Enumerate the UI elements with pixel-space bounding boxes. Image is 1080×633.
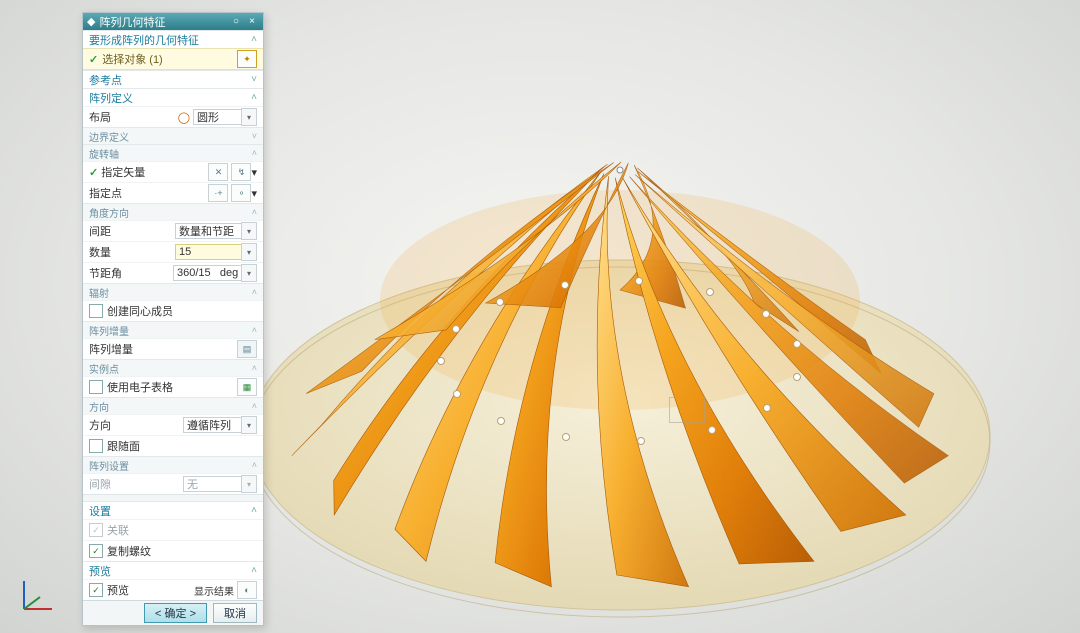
spacing-select[interactable]: 数量和节距 xyxy=(175,223,241,239)
section-definition[interactable]: 阵列定义 ˄ xyxy=(83,88,263,106)
spacing-row: 间距 数量和节距 ▾ xyxy=(83,220,263,241)
section-reference[interactable]: 参考点 ˅ xyxy=(83,70,263,88)
section-settings[interactable]: 设置 ˄ xyxy=(83,501,263,519)
chevron-up-icon: ˄ xyxy=(251,34,257,45)
panel-title: 阵列几何特征 xyxy=(99,14,227,30)
increment-row: 阵列增量 ▤ xyxy=(83,338,263,359)
pattern-feature-panel: ◆ 阵列几何特征 ○ × 要形成阵列的几何特征 ˄ ✓ 选择对象 (1) ✦ 参… xyxy=(82,12,264,626)
dropdown-arrow-icon[interactable]: ▾ xyxy=(241,222,257,240)
sub-pattern-settings[interactable]: 阵列设置˄ xyxy=(83,456,263,473)
count-row: 数量 ▾ xyxy=(83,241,263,262)
increment-list-icon[interactable]: ▤ xyxy=(237,340,257,358)
dropdown-arrow-icon[interactable]: ▾ xyxy=(241,416,257,434)
view-triad[interactable] xyxy=(14,575,58,619)
show-result-icon[interactable]: ◐ xyxy=(237,581,257,599)
vector-row: ✓ 指定矢量 ✕ ↯ ▾ xyxy=(83,161,263,182)
panel-titlebar[interactable]: ◆ 阵列几何特征 ○ × xyxy=(83,13,263,30)
concentric-checkbox[interactable] xyxy=(89,304,103,318)
vector-axis-icon[interactable]: ↯ xyxy=(231,163,251,181)
assoc-checkbox: ✓ xyxy=(89,523,103,537)
pitch-input[interactable] xyxy=(173,265,217,281)
pattern-instance-handle[interactable] xyxy=(453,390,461,398)
follow-row[interactable]: 跟随面 xyxy=(83,435,263,456)
reset-icon[interactable]: ○ xyxy=(229,15,243,29)
preview-row[interactable]: ✓ 预览 显示结果 ◐ xyxy=(83,579,263,600)
dropdown-arrow-icon[interactable]: ▾ xyxy=(241,243,257,261)
threads-row[interactable]: ✓ 复制螺纹 xyxy=(83,540,263,561)
sub-boundary[interactable]: 边界定义˅ xyxy=(83,127,263,144)
pattern-instance-handle[interactable] xyxy=(496,298,504,306)
sub-radiate[interactable]: 辐射˄ xyxy=(83,283,263,300)
layout-select[interactable]: 圆形 xyxy=(193,109,241,125)
chevron-down-icon: ˅ xyxy=(251,74,257,85)
pattern-instance-handle[interactable] xyxy=(763,404,771,412)
pattern-instance-handle[interactable] xyxy=(708,426,716,434)
sub-increment[interactable]: 阵列增量˄ xyxy=(83,321,263,338)
spreadsheet-checkbox[interactable] xyxy=(89,380,103,394)
follow-checkbox[interactable] xyxy=(89,439,103,453)
pattern-instance-handle[interactable] xyxy=(637,437,645,445)
panel-footer: < 确定 > 取消 xyxy=(83,600,263,625)
layout-row: 布局 ◯ 圆形 ▾ xyxy=(83,106,263,127)
orient-select[interactable]: 遵循阵列 xyxy=(183,417,241,433)
spreadsheet-icon[interactable]: ▦ xyxy=(237,378,257,396)
dropdown-arrow-icon: ▾ xyxy=(241,475,257,493)
dropdown-arrow-icon[interactable]: ▾ xyxy=(251,187,257,200)
orient-row: 方向 遵循阵列 ▾ xyxy=(83,414,263,435)
section-geometry[interactable]: 要形成阵列的几何特征 ˄ xyxy=(83,30,263,48)
pattern-instance-handle[interactable] xyxy=(793,340,801,348)
gear-icon: ◆ xyxy=(87,15,95,28)
sub-angdir[interactable]: 角度方向˄ xyxy=(83,203,263,220)
gap-select: 无 xyxy=(183,476,241,492)
gap-row: 间隙 无 ▾ xyxy=(83,473,263,494)
selection-target-icon[interactable]: ✦ xyxy=(237,50,257,68)
pattern-instance-handle[interactable] xyxy=(497,417,505,425)
viewport-3d[interactable]: ◆ 阵列几何特征 ○ × 要形成阵列的几何特征 ˄ ✓ 选择对象 (1) ✦ 参… xyxy=(0,0,1080,633)
check-icon: ✓ xyxy=(89,53,98,66)
pitch-unit[interactable]: deg xyxy=(217,265,241,281)
dropdown-arrow-icon[interactable]: ▾ xyxy=(241,264,257,282)
pattern-instance-handle[interactable] xyxy=(561,281,569,289)
threads-checkbox[interactable]: ✓ xyxy=(89,544,103,558)
point-row: 指定点 ·+ ⚬ ▾ xyxy=(83,182,263,203)
chevron-up-icon: ˄ xyxy=(251,565,257,576)
chevron-up-icon: ˄ xyxy=(251,505,257,516)
vector-picker-icon[interactable]: ✕ xyxy=(208,163,228,181)
point-picker-icon[interactable]: ·+ xyxy=(208,184,228,202)
select-object-row[interactable]: ✓ 选择对象 (1) ✦ xyxy=(83,48,263,70)
chevron-up-icon: ˄ xyxy=(251,92,257,103)
concentric-row[interactable]: 创建同心成员 xyxy=(83,300,263,321)
pitch-row: 节距角 deg ▾ xyxy=(83,262,263,283)
preview-checkbox[interactable]: ✓ xyxy=(89,583,103,597)
assoc-row: ✓ 关联 xyxy=(83,519,263,540)
spreadsheet-row[interactable]: 使用电子表格 ▦ xyxy=(83,376,263,397)
datum-csys-glyph xyxy=(669,397,705,423)
point-inferred-icon[interactable]: ⚬ xyxy=(231,184,251,202)
sub-axis[interactable]: 旋转轴˄ xyxy=(83,144,263,161)
pattern-instance-handle[interactable] xyxy=(706,288,714,296)
dropdown-arrow-icon[interactable]: ▾ xyxy=(241,108,257,126)
section-preview[interactable]: 预览 ˄ xyxy=(83,561,263,579)
sub-orient[interactable]: 方向˄ xyxy=(83,397,263,414)
dropdown-arrow-icon[interactable]: ▾ xyxy=(251,166,257,179)
show-result-label[interactable]: 显示结果 xyxy=(194,583,234,598)
close-icon[interactable]: × xyxy=(245,15,259,29)
pattern-instance-handle[interactable] xyxy=(452,325,460,333)
cancel-button[interactable]: 取消 xyxy=(213,603,257,623)
count-input[interactable] xyxy=(175,244,241,260)
circular-icon: ◯ xyxy=(178,111,190,124)
sub-instance[interactable]: 实例点˄ xyxy=(83,359,263,376)
pattern-instance-handle[interactable] xyxy=(762,310,770,318)
ok-button[interactable]: < 确定 > xyxy=(144,603,207,623)
check-icon: ✓ xyxy=(89,166,98,179)
